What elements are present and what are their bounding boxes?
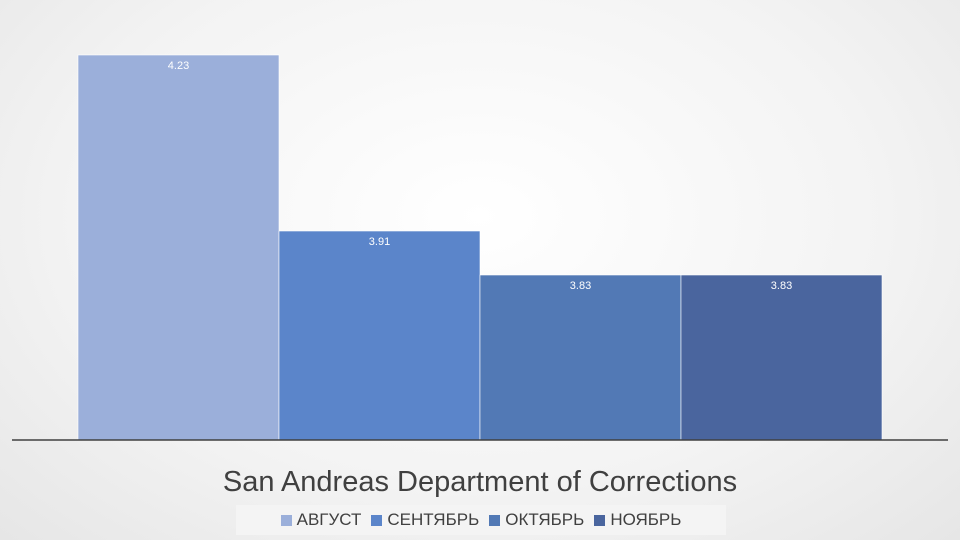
bar-1 — [77, 54, 280, 441]
legend-label: СЕНТЯБРЬ — [387, 510, 480, 529]
bar-value-label: 3.91 — [369, 236, 390, 248]
bar-3 — [479, 274, 682, 441]
legend-item: ОКТЯБРЬ — [489, 510, 584, 530]
bar-4 — [680, 274, 883, 441]
legend-swatch — [280, 514, 292, 526]
legend-label: НОЯБРЬ — [610, 510, 682, 529]
bar-2 — [278, 230, 481, 441]
legend-label: ОКТЯБРЬ — [505, 510, 585, 529]
legend-item: АВГУСТ — [280, 510, 362, 530]
legend-label: АВГУСТ — [296, 510, 362, 529]
category-label: San Andreas Department of Corrections — [223, 466, 737, 498]
bar-value-label: 3.83 — [771, 280, 792, 292]
legend-swatch — [594, 514, 606, 526]
legend-swatch — [489, 514, 501, 526]
bar-value-label: 3.83 — [570, 280, 591, 292]
bar-value-label: 4.23 — [168, 60, 189, 72]
legend-item: НОЯБРЬ — [594, 510, 681, 530]
legend-swatch — [371, 514, 383, 526]
bars-group: 4.23 3.91 3.83 3.83 — [77, 54, 883, 441]
legend-item: СЕНТЯБРЬ — [371, 510, 479, 530]
legend: АВГУСТ СЕНТЯБРЬ ОКТЯБРЬ НОЯБРЬ — [236, 505, 726, 535]
